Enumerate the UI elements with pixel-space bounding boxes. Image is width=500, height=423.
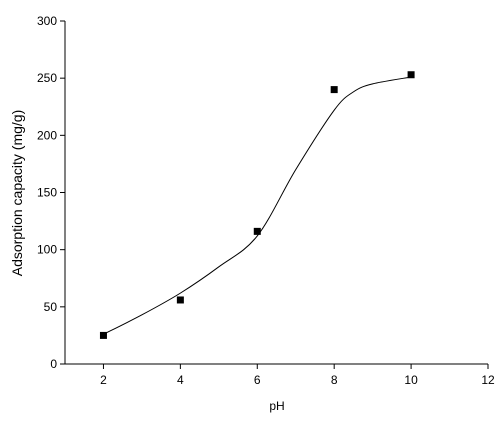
x-tick-label: 4 [177,373,184,387]
fit-line [103,76,412,335]
x-tick-label: 8 [331,373,338,387]
y-tick-label: 50 [44,300,58,314]
y-tick-label: 250 [37,71,57,85]
x-tick-label: 10 [404,373,418,387]
x-tick-label: 6 [254,373,261,387]
x-tick-label: 12 [481,373,495,387]
point [407,71,415,79]
y-tick-label: 300 [37,14,57,28]
x-axis-label: pH [269,399,284,413]
y-tick-label: 0 [50,357,57,371]
y-tick-label: 100 [37,243,57,257]
point [330,86,338,94]
point [99,331,107,339]
point [176,296,184,304]
y-tick-label: 200 [37,128,57,142]
y-tick-label: 150 [37,186,57,200]
y-axis-label: Adsorption capacity (mg/g) [9,110,25,277]
point [253,227,261,235]
x-tick-label: 2 [100,373,107,387]
